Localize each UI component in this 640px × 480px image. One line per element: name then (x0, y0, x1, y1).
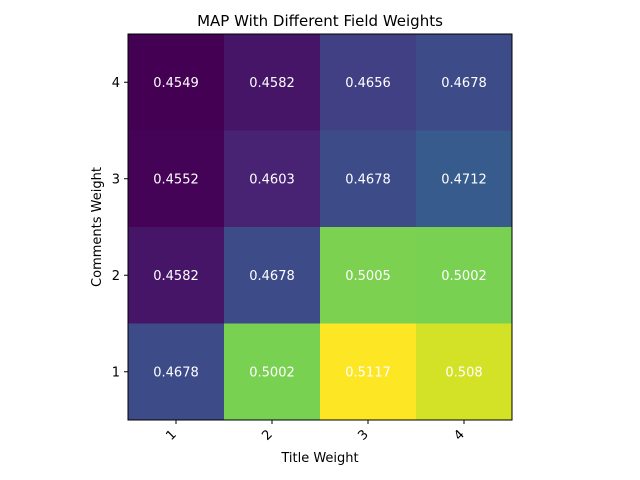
cell-value-label: 0.4656 (345, 76, 391, 91)
heatmap-cell (320, 34, 417, 131)
cell-value-label: 0.4582 (249, 76, 295, 91)
heatmap-cell (320, 227, 417, 324)
plot-frame (127, 33, 513, 421)
cell-value-label: 0.4678 (441, 76, 487, 91)
heatmap-cell (416, 323, 513, 421)
cell-value-label: 0.4603 (249, 172, 295, 187)
cell-value-label: 0.4549 (153, 76, 199, 91)
heatmap-cell (416, 34, 513, 131)
x-tick-label: 1 (163, 427, 179, 443)
cell-value-label: 0.4552 (153, 172, 199, 187)
cell-value-label: 0.4678 (153, 365, 199, 380)
y-tick-label: 2 (112, 269, 120, 284)
chart-title: MAP With Different Field Weights (197, 12, 443, 30)
cell-value-label: 0.5005 (345, 269, 391, 284)
heatmap-cell (320, 323, 417, 421)
heatmap-cell (224, 227, 321, 324)
heatmap-cell (128, 323, 225, 421)
heatmap-cell (416, 227, 513, 324)
heatmap-cell (416, 130, 513, 228)
y-tick-label: 4 (112, 76, 120, 91)
y-tick-label: 1 (112, 365, 120, 380)
heatmap-cell (128, 130, 225, 228)
x-axis-ticks: 1 2 3 4 (163, 420, 468, 444)
y-tick-label: 3 (112, 172, 120, 187)
heatmap-cell (128, 227, 225, 324)
cell-value-label: 0.4678 (345, 172, 391, 187)
cell-value-label: 0.4712 (441, 172, 487, 187)
heatmap-cell (128, 34, 225, 131)
cell-value-label: 0.4678 (249, 269, 295, 284)
x-tick-label: 3 (355, 427, 371, 443)
heatmap-cell (224, 130, 321, 228)
cell-value-label: 0.4582 (153, 269, 199, 284)
x-axis-label: Title Weight (280, 451, 358, 466)
cell-value-label: 0.5117 (345, 365, 391, 380)
x-tick-label: 4 (451, 427, 467, 443)
heatmap-cell-labels: 0.4549 0.4582 0.4656 0.4678 0.4552 0.4603 0.46… (153, 76, 487, 381)
heatmap-cell (320, 130, 417, 228)
x-tick-label: 2 (259, 427, 275, 443)
heatmap-cell (224, 323, 321, 421)
cell-value-label: 0.5002 (441, 269, 487, 284)
cell-value-label: 0.508 (445, 365, 482, 380)
y-axis-label: Comments Weight (90, 167, 105, 287)
heatmap-cells (128, 34, 513, 421)
heatmap-cell (224, 34, 321, 131)
cell-value-label: 0.5002 (249, 365, 295, 380)
y-axis-ticks: 4 3 2 1 (112, 76, 128, 380)
